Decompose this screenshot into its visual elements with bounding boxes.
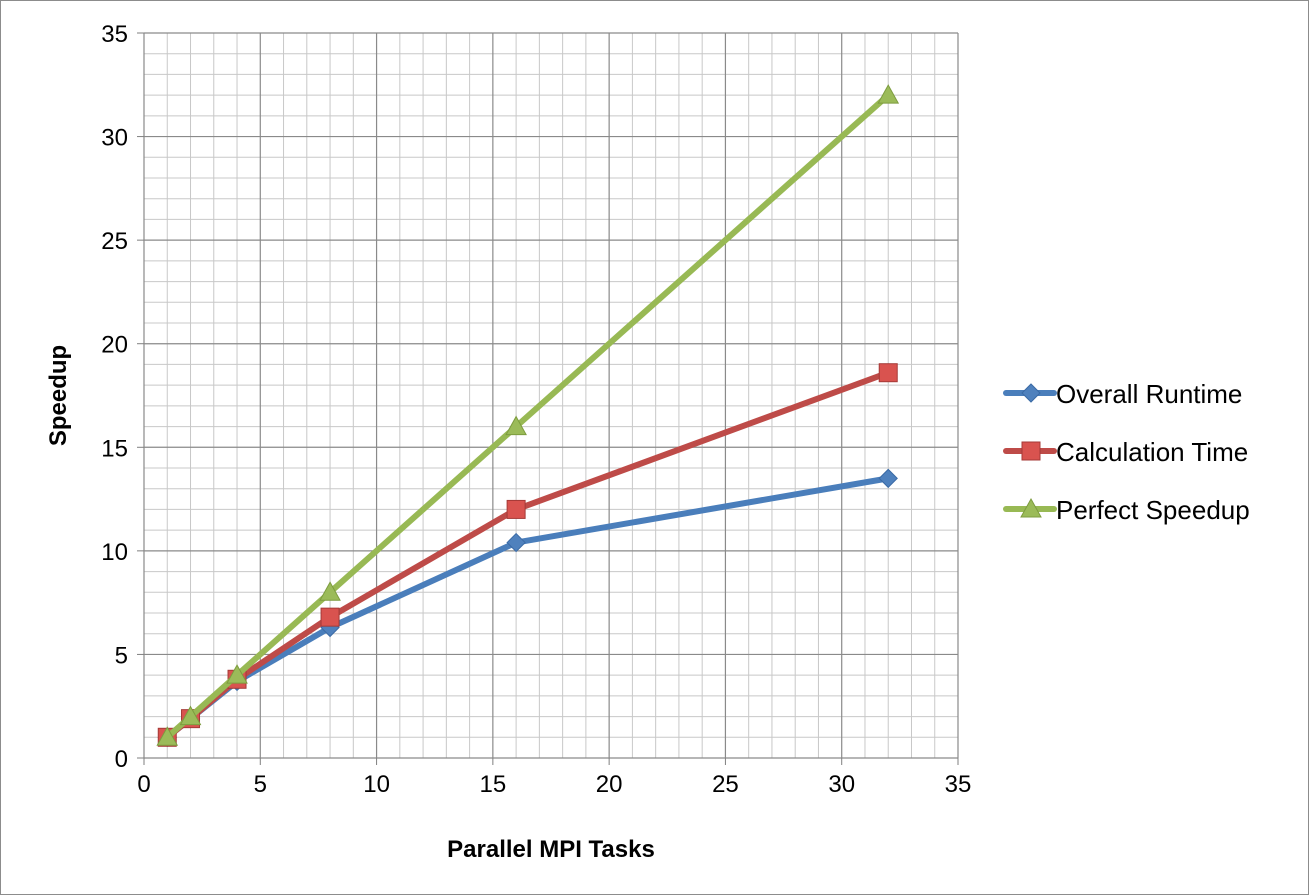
series-layer [156,84,900,747]
data-point-series-3 [877,84,900,104]
x-tick-label: 5 [254,771,267,798]
legend-marker-2 [1021,441,1041,461]
legend-marker-1 [1021,383,1041,403]
y-tick-label: 35 [101,21,128,48]
y-tick-label: 5 [115,642,128,669]
y-tick-label: 20 [101,332,128,359]
series-line-2 [164,369,892,741]
y-axis-title: Speedup [45,345,72,446]
y-tick-label: 15 [101,435,128,462]
data-point-series-3 [226,664,248,684]
x-tick-label: 30 [828,771,855,798]
data-point-series-3 [505,415,527,436]
y-tick-label: 0 [115,746,128,773]
data-point-series-1 [878,468,898,489]
series-line-3 [164,92,892,741]
legend-label-3: Perfect Speedup [1056,495,1250,525]
series-line-1 [164,475,892,741]
x-axis-title: Parallel MPI Tasks [447,836,655,863]
legend-label-2: Calculation Time [1056,437,1248,467]
data-point-series-2 [320,607,340,627]
legend-marker-3 [1020,497,1042,518]
data-point-series-2 [506,499,526,519]
x-axis-ticks: 0 5 10 15 20 25 30 35 [137,758,971,798]
x-tick-label: 15 [480,771,507,798]
legend-label-1: Overall Runtime [1056,379,1242,409]
major-gridlines [143,32,959,759]
legend: Overall Runtime Calculation Time Perfect S… [1003,379,1250,525]
y-tick-label: 25 [101,228,128,255]
data-point-series-2 [878,363,898,383]
data-point-series-1 [506,532,526,553]
data-point-series-3 [319,581,341,601]
data-point-series-3 [156,726,179,746]
y-axis-ticks: 0 5 10 15 20 25 30 35 [101,21,144,773]
x-tick-label: 20 [596,771,623,798]
x-tick-label: 25 [712,771,739,798]
data-point-series-3 [179,705,202,726]
y-tick-label: 10 [101,539,128,566]
x-tick-label: 0 [137,771,150,798]
x-tick-label: 10 [363,771,390,798]
y-tick-label: 30 [101,125,128,152]
x-tick-label: 35 [945,771,972,798]
